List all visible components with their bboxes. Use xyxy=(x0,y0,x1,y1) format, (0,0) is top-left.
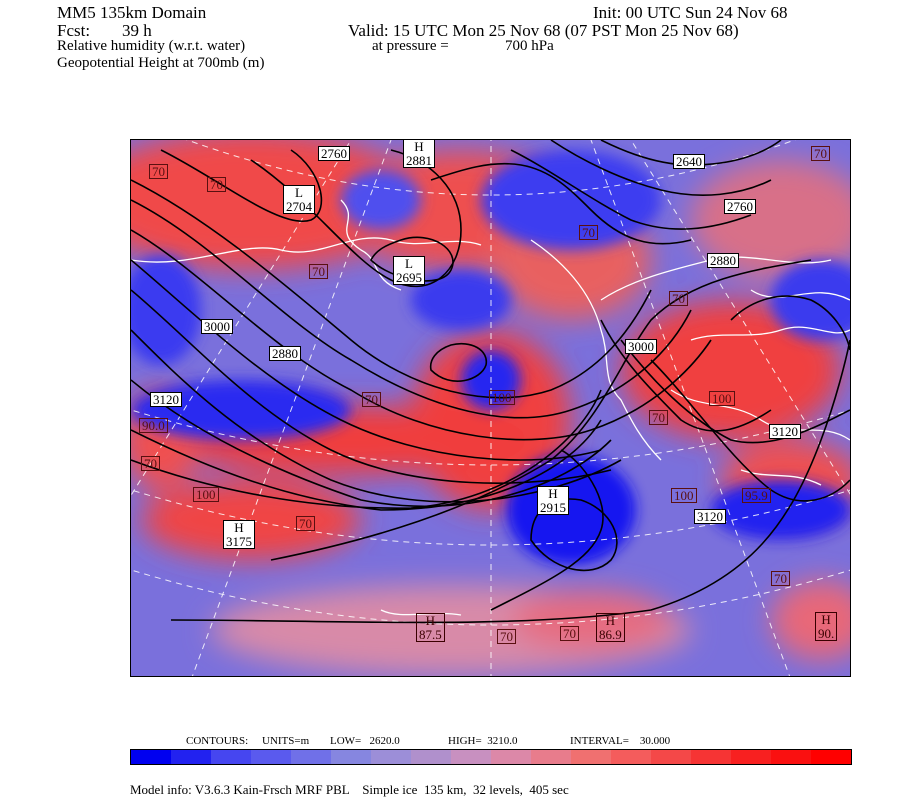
init-time: Init: 00 UTC Sun 24 Nov 68 xyxy=(593,3,788,22)
forecast-label: Fcst: xyxy=(57,21,91,40)
colorbar-swatch xyxy=(531,750,571,764)
low-marker: L 2704 xyxy=(283,185,315,215)
forecast-hours: 39 h xyxy=(122,21,152,40)
colorbar-swatch xyxy=(171,750,211,764)
height-label: 2880 xyxy=(269,346,301,361)
rh-label: 70 xyxy=(362,392,381,407)
rh-high-marker: H 90. xyxy=(815,612,838,642)
height-label: 2880 xyxy=(707,253,739,268)
height-label: 2640 xyxy=(673,154,705,169)
colorbar-swatch xyxy=(411,750,451,764)
rh-label: 100 xyxy=(489,390,515,405)
rh-label: 90.0 xyxy=(139,418,168,433)
height-label: 3000 xyxy=(625,339,657,354)
rh-label: 70 xyxy=(207,177,226,192)
pressure-label: at pressure = xyxy=(372,38,449,54)
colorbar-swatch xyxy=(251,750,291,764)
rh-label: 100 xyxy=(709,391,735,406)
high-marker: H 2915 xyxy=(537,486,569,516)
rh-label: 70 xyxy=(771,571,790,586)
rh-label: 70 xyxy=(560,626,579,641)
rh-label: 70 xyxy=(309,264,328,279)
map-canvas xyxy=(131,140,850,676)
height-label: 3120 xyxy=(769,424,801,439)
contours-low: LOW= 2620.0 xyxy=(330,735,400,747)
rh-label: 70 xyxy=(141,456,160,471)
contours-label: CONTOURS: xyxy=(186,735,249,747)
color-bar xyxy=(130,749,852,765)
colorbar-swatch xyxy=(571,750,611,764)
colorbar-swatch xyxy=(651,750,691,764)
rh-label: 100 xyxy=(671,488,697,503)
rh-label: 70 xyxy=(296,516,315,531)
domain-title: MM5 135km Domain xyxy=(57,3,207,22)
colorbar-swatch xyxy=(331,750,371,764)
height-label: 3000 xyxy=(201,319,233,334)
high-marker: H 2881 xyxy=(403,140,435,169)
rh-label: 70 xyxy=(811,146,830,161)
height-label: 2760 xyxy=(724,199,756,214)
field-height-title: Geopotential Height at 700mb (m) xyxy=(57,55,265,71)
rh-label: 70 xyxy=(649,410,668,425)
colorbar-swatch xyxy=(491,750,531,764)
contours-interval: INTERVAL= 30.000 xyxy=(570,735,671,747)
colorbar-swatch xyxy=(131,750,171,764)
colorbar-swatch xyxy=(771,750,811,764)
height-label: 2760 xyxy=(318,146,350,161)
contours-high: HIGH= 3210.0 xyxy=(448,735,518,747)
colorbar-swatch xyxy=(811,750,851,764)
rh-label: 70 xyxy=(497,629,516,644)
height-label: 3120 xyxy=(694,509,726,524)
colorbar-swatch xyxy=(371,750,411,764)
rh-high-marker: H 86.9 xyxy=(596,613,625,643)
map-panel: 2760 2640 2760 2880 3000 2880 3000 3120 … xyxy=(130,139,851,677)
pressure-value: 700 hPa xyxy=(505,38,554,54)
contours-units: UNITS=m xyxy=(262,735,310,747)
colorbar-swatch xyxy=(451,750,491,764)
colorbar-swatch xyxy=(291,750,331,764)
high-marker: H 3175 xyxy=(223,520,255,550)
colorbar-swatch xyxy=(611,750,651,764)
rh-high-marker: H 87.5 xyxy=(416,613,445,643)
valid-time: Valid: 15 UTC Mon 25 Nov 68 (07 PST Mon … xyxy=(348,21,739,40)
rh-label: 95.9 xyxy=(742,488,771,503)
colorbar-swatch xyxy=(731,750,771,764)
low-marker: L 2695 xyxy=(393,256,425,286)
rh-label: 70 xyxy=(579,225,598,240)
field-rh-title: Relative humidity (w.r.t. water) xyxy=(57,38,246,54)
model-info: Model info: V3.6.3 Kain-Frsch MRF PBL Si… xyxy=(130,782,569,797)
colorbar-swatch xyxy=(691,750,731,764)
rh-label: 70 xyxy=(149,164,168,179)
rh-label: 100 xyxy=(193,487,219,502)
height-label: 3120 xyxy=(150,392,182,407)
rh-label: 70 xyxy=(669,291,688,306)
colorbar-swatch xyxy=(211,750,251,764)
